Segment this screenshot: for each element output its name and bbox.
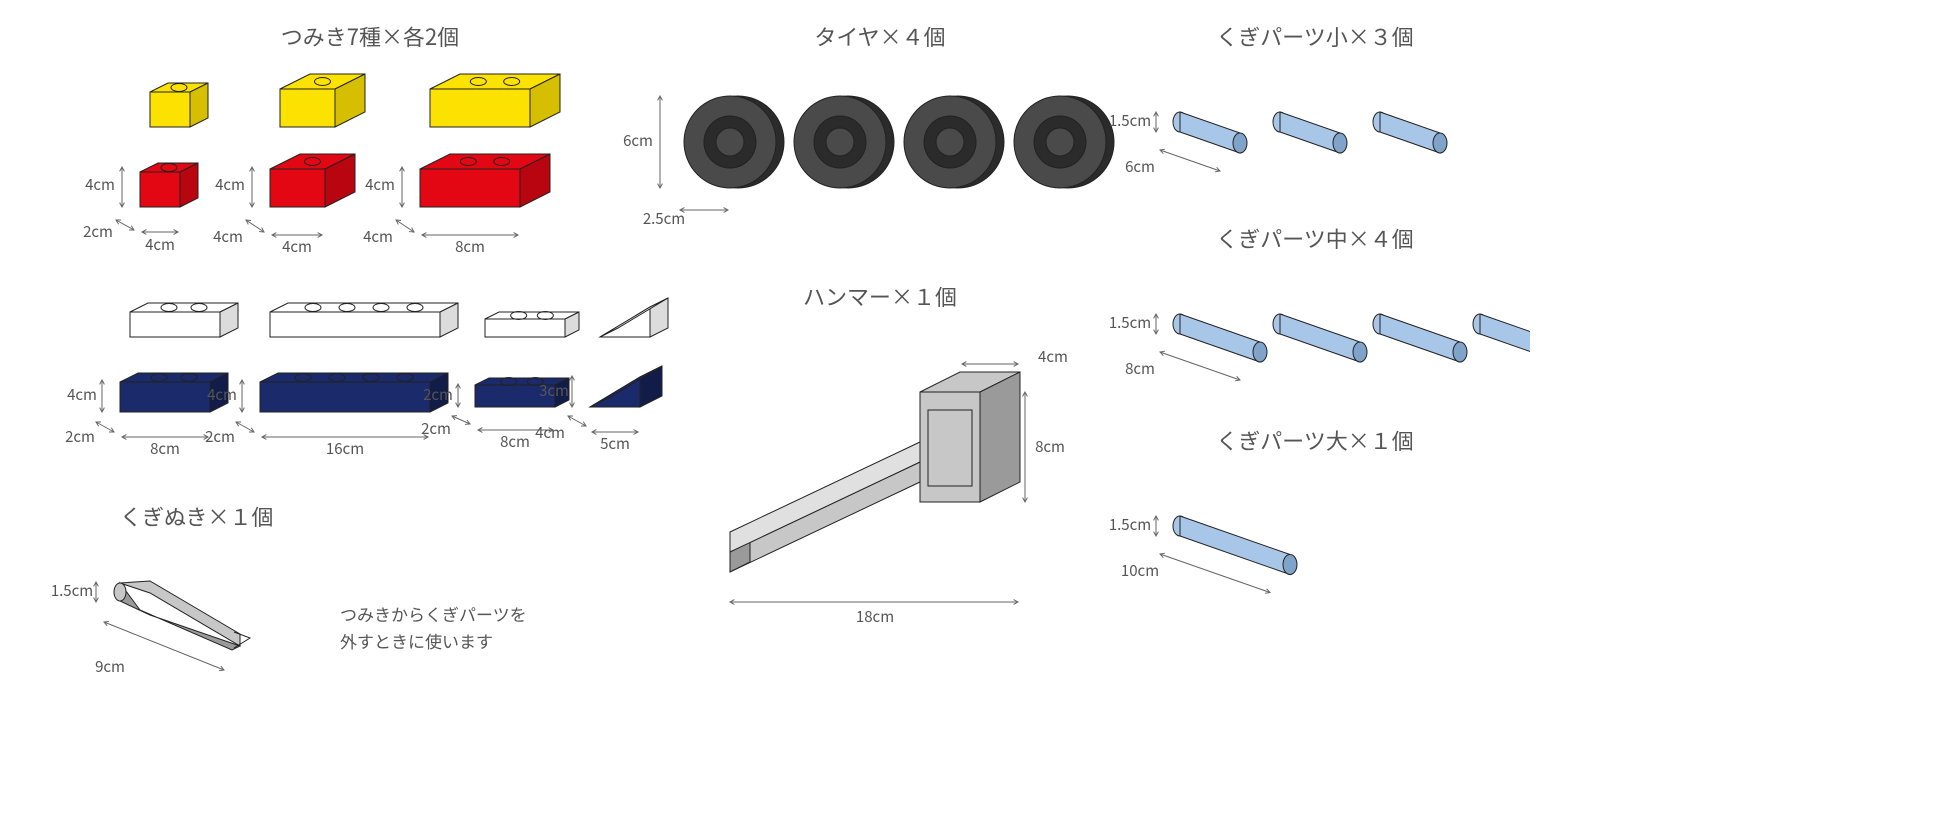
tires-figure: 6cm 2.5cm	[620, 72, 1140, 252]
svg-text:8cm: 8cm	[500, 431, 530, 452]
tires-title: タイヤ×４個	[620, 20, 1140, 52]
svg-text:4cm: 4cm	[213, 226, 243, 247]
svg-text:10cm: 10cm	[1121, 560, 1159, 581]
svg-text:9cm: 9cm	[95, 656, 125, 677]
svg-text:2.5cm: 2.5cm	[643, 208, 685, 229]
puller-caption: つみきからくぎパーツを 外すときに使います	[340, 600, 527, 654]
svg-text:2cm: 2cm	[423, 384, 453, 405]
section-tires: タイヤ×４個 6cm 2.5cm	[620, 20, 1140, 252]
svg-text:4cm: 4cm	[215, 174, 245, 195]
hammer-figure: 8cm 4cm 18cm	[620, 332, 1140, 632]
svg-text:4cm: 4cm	[1038, 346, 1068, 367]
section-pegs: くぎパーツ小×３個 1.5cm 6cm くぎパーツ中×４個 1.5cm 8cm くぎ…	[1100, 20, 1530, 606]
svg-text:2cm: 2cm	[83, 221, 113, 242]
section-hammer: ハンマー×１個 8cm 4cm 18cm	[620, 280, 1140, 632]
hammer-title: ハンマー×１個	[620, 280, 1140, 312]
svg-text:1.5cm: 1.5cm	[1109, 110, 1151, 131]
svg-text:3cm: 3cm	[539, 380, 569, 401]
svg-text:4cm: 4cm	[535, 422, 565, 443]
section-puller: くぎぬき×１個 1.5cm 9cm つみきからくぎパーツを 外すときに使います	[50, 500, 630, 702]
svg-text:8cm: 8cm	[150, 438, 180, 459]
svg-text:18cm: 18cm	[856, 606, 894, 627]
svg-text:6cm: 6cm	[1125, 156, 1155, 177]
peg-s-figure: 1.5cm 6cm	[1100, 72, 1530, 192]
section-blocks: つみき7種×各2個 4cm2cm4cm4cm4cm4cm4cm4cm8cm 4c…	[60, 20, 680, 502]
svg-text:1.5cm: 1.5cm	[1109, 312, 1151, 333]
svg-text:4cm: 4cm	[85, 174, 115, 195]
svg-text:2cm: 2cm	[421, 418, 451, 439]
svg-text:16cm: 16cm	[326, 438, 364, 459]
svg-text:6cm: 6cm	[623, 130, 653, 151]
peg-s-title: くぎパーツ小×３個	[1100, 20, 1530, 52]
peg-m-figure: 1.5cm 8cm	[1100, 274, 1530, 394]
blocks-row2: 4cm2cm8cm4cm2cm16cm2cm2cm8cm3cm4cm5cm	[60, 292, 680, 502]
svg-text:2cm: 2cm	[205, 426, 235, 447]
svg-text:4cm: 4cm	[67, 384, 97, 405]
svg-text:4cm: 4cm	[282, 236, 312, 257]
svg-text:8cm: 8cm	[1035, 436, 1065, 457]
svg-text:4cm: 4cm	[207, 384, 237, 405]
svg-text:4cm: 4cm	[363, 226, 393, 247]
svg-text:8cm: 8cm	[1125, 358, 1155, 379]
peg-l-figure: 1.5cm 10cm	[1100, 476, 1530, 606]
puller-title: くぎぬき×１個	[120, 500, 630, 532]
svg-text:2cm: 2cm	[65, 426, 95, 447]
blocks-title: つみき7種×各2個	[60, 20, 680, 52]
peg-m-title: くぎパーツ中×４個	[1100, 222, 1530, 254]
svg-text:4cm: 4cm	[365, 174, 395, 195]
svg-text:4cm: 4cm	[145, 234, 175, 255]
svg-text:1.5cm: 1.5cm	[51, 580, 93, 601]
svg-text:8cm: 8cm	[455, 236, 485, 257]
svg-text:1.5cm: 1.5cm	[1109, 514, 1151, 535]
peg-l-title: くぎパーツ大×１個	[1100, 424, 1530, 456]
puller-figure: 1.5cm 9cm	[50, 552, 310, 702]
blocks-row1: 4cm 2cm 4cm 4cm 4cm 4cm 4cm 4cm 8cm	[60, 72, 680, 282]
